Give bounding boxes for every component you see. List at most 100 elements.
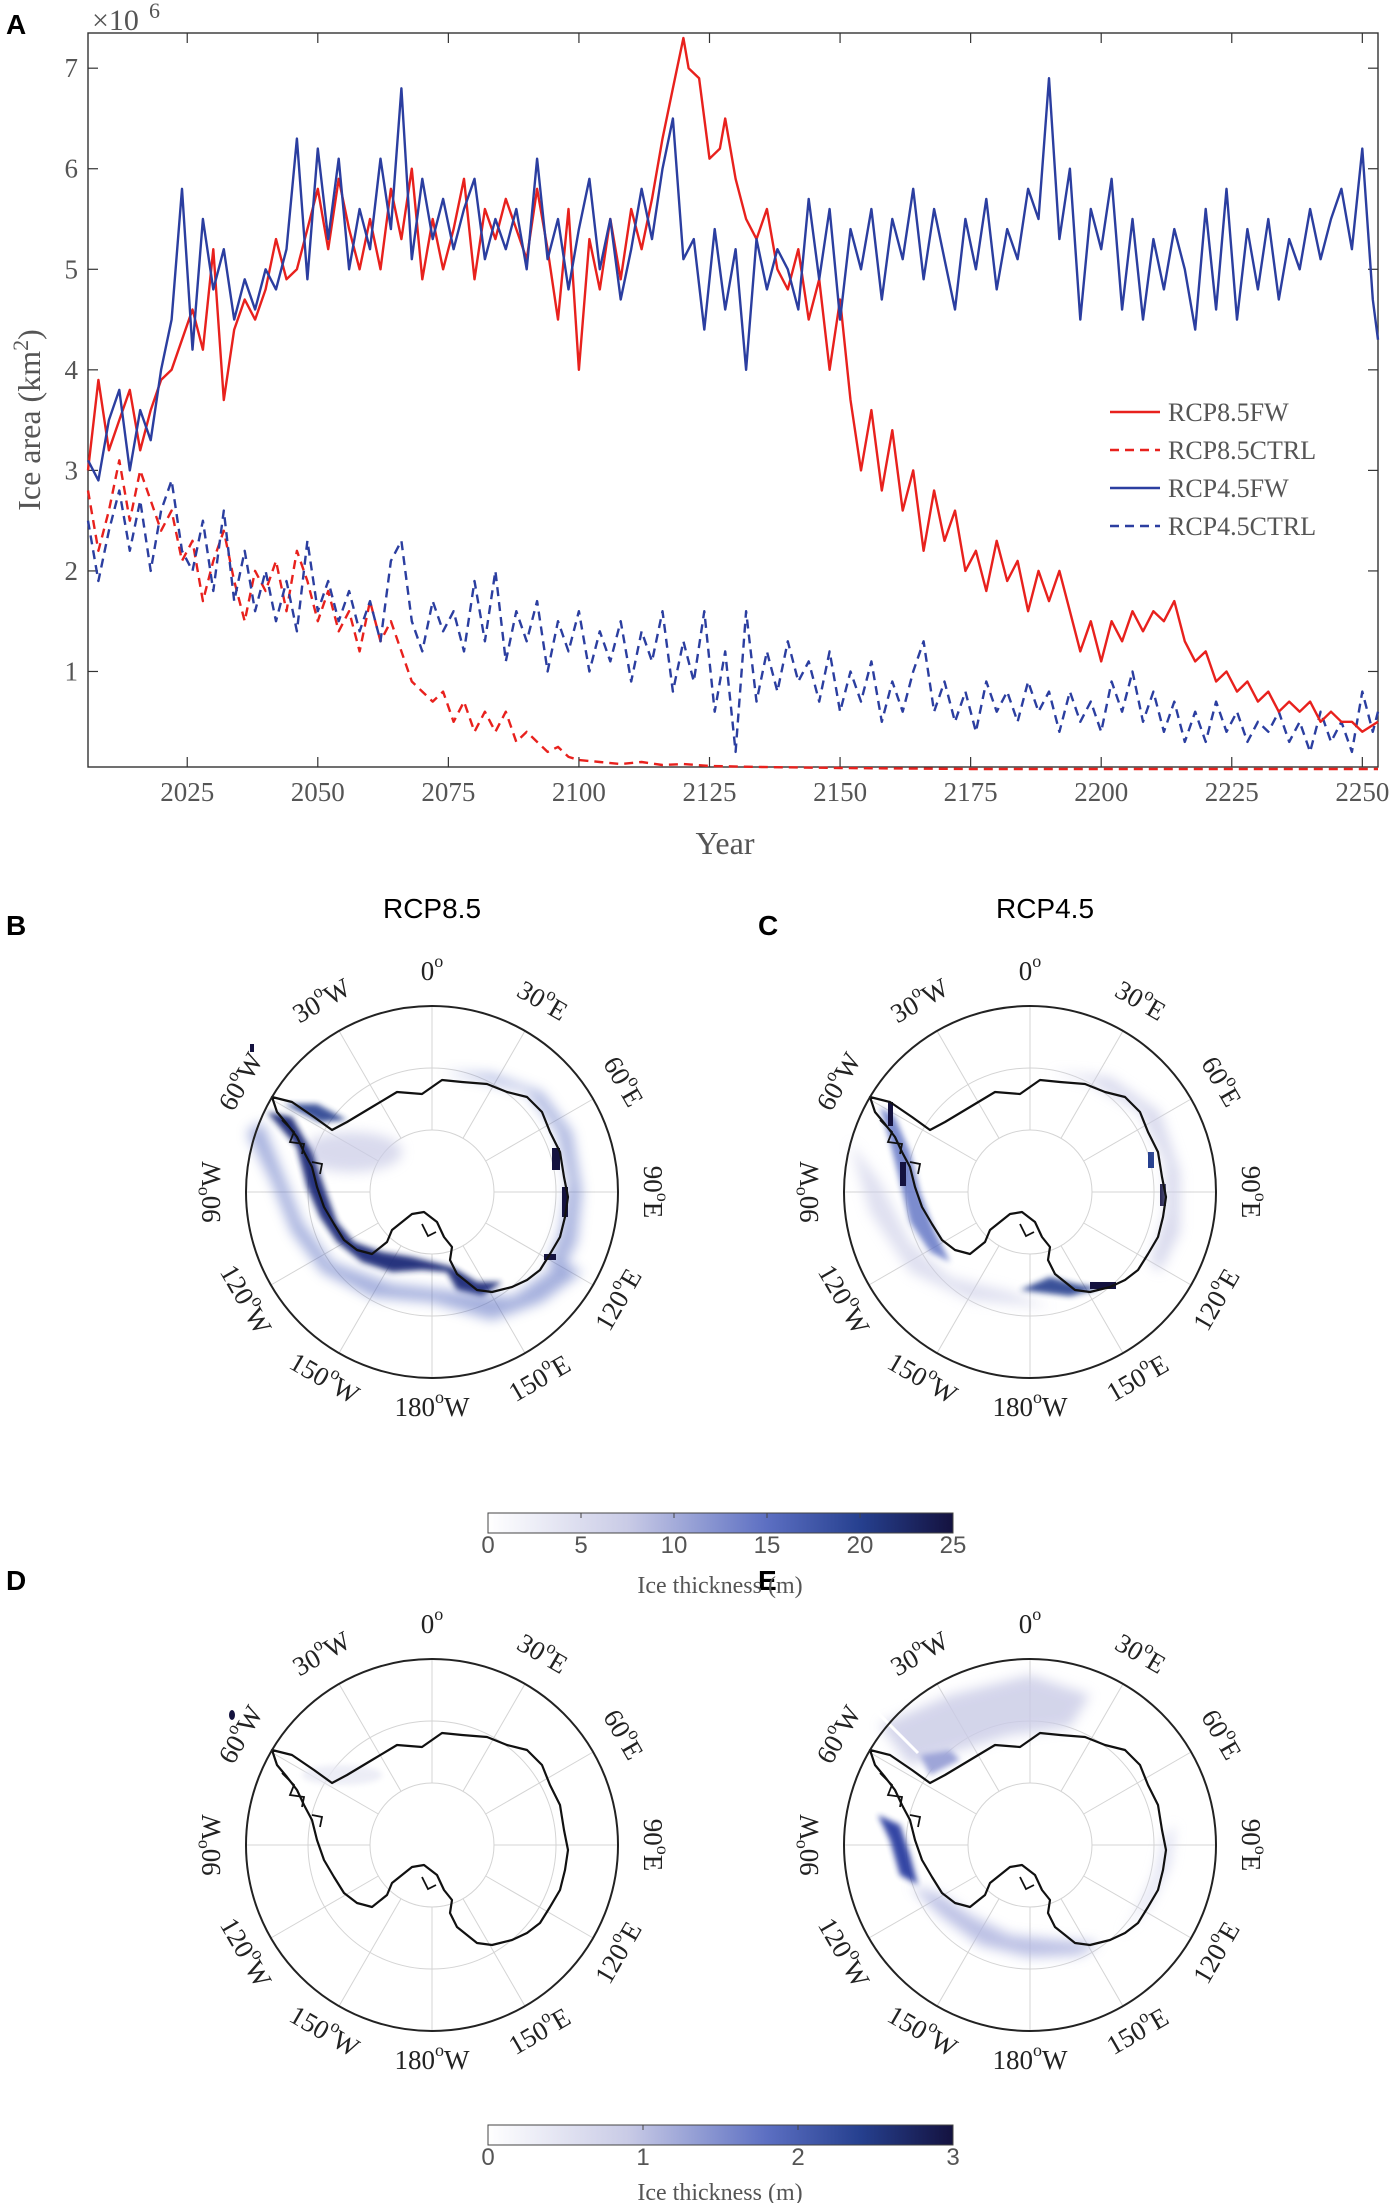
longitude-hemisphere: W [794,1161,824,1187]
longitude-hemisphere: E [615,1083,649,1112]
longitude-number: 120 [589,1939,635,1989]
meridian-line [1060,1030,1124,1139]
longitude-number: 90 [196,1849,226,1876]
meridian-line [485,1751,594,1815]
panel-d: D 0o30oE60oE90oE120oE150oE180oW150oW120o… [6,1565,673,2075]
longitude-number: 90 [638,1166,668,1193]
legend-label: RCP8.5FW [1168,398,1289,427]
column-title-rcp85: RCP8.5 [383,893,481,924]
meridian-line [1083,1875,1192,1939]
colorbar-tick-label: 20 [847,1532,874,1559]
panel-letter-a: A [6,9,26,40]
x-tick-label: 2200 [1074,777,1128,807]
longitude-hemisphere: W [794,1814,824,1840]
longitude-number: 30 [512,975,550,1014]
panel-letter-b: B [6,910,26,941]
longitude-label: 60oE [1195,1049,1252,1112]
longitude-number: 180 [993,1392,1034,1422]
meridian-line [1083,1098,1192,1162]
longitude-number: 0 [1019,1609,1033,1639]
longitude-hemisphere: W [444,1392,470,1422]
longitude-number: 120 [1187,1939,1233,1989]
longitude-number: 150 [882,1347,932,1393]
longitude-hemisphere: W [837,1956,876,1994]
thickness-field-c [829,1016,1180,1307]
meridian-line [462,1683,526,1792]
longitude-number: 30 [1110,1628,1148,1667]
longitude-hemisphere: E [1144,2002,1173,2036]
longitude-label: 0o [1019,1604,1042,1639]
longitude-label: 60oW [208,1697,269,1768]
panel-c: C 0o30oE60oE90oE120oE150oE180oW150oW120o… [758,910,1271,1422]
longitude-label: 30oW [285,968,356,1029]
longitude-label: 30oE [512,1623,575,1680]
y-axis-label-base: Ice area (km [11,351,47,511]
degree-symbol: o [1251,1846,1271,1855]
colorbar-tick-label: 3 [946,2144,959,2171]
map-e: 0o30oE60oE90oE120oE150oE180oW150oW120oW9… [789,1604,1271,2075]
longitude-label: 120oW [812,1910,880,1993]
longitude-number: 90 [196,1196,226,1223]
longitude-label: 90oW [191,1161,226,1223]
longitude-hemisphere: W [239,1956,278,1994]
colorbar-tick-label: 1 [636,2144,649,2171]
degree-symbol: o [191,1187,211,1196]
longitude-hemisphere: E [638,1855,668,1872]
map-b: 0o30oE60oE90oE120oE150oE180oW150oW120oW9… [191,951,673,1422]
panel-a: A 2025 2050 2075 2100 2125 2150 2175 2200 2225 22… [6,0,1389,861]
degree-symbol: o [789,1840,809,1849]
meridian-line [1060,1245,1124,1354]
longitude-label: 90oE [1236,1166,1271,1219]
colorbar-tick-label: 15 [754,1532,781,1559]
longitude-label: 30oW [285,1621,356,1682]
longitude-number: 180 [395,1392,436,1422]
longitude-label: 30oW [883,968,954,1029]
colorbar-tick-label: 10 [661,1532,688,1559]
x-tick-label: 2250 [1335,777,1389,807]
degree-symbol: o [1251,1193,1271,1202]
longitude-hemisphere: W [1042,2045,1068,2075]
thickness-field-d [229,1710,382,1785]
degree-symbol: o [653,1846,673,1855]
meridian-line [936,1030,1000,1139]
map-c: 0o30oE60oE90oE120oE150oE180oW150oW120oW9… [789,951,1271,1422]
longitude-label: 150oW [882,1995,965,2063]
longitude-label: 120oW [214,1257,282,1340]
legend-label: RCP4.5FW [1168,474,1289,503]
degree-symbol: o [435,1387,444,1407]
y-multiplier: ×10 6 [92,0,160,37]
longitude-label: 150oW [882,1342,965,1410]
longitude-number: 0 [421,956,435,986]
y-tick-label: 2 [65,556,79,586]
longitude-number: 30 [1110,975,1148,1014]
x-tick-label: 2050 [291,777,345,807]
colorbar-bottom-label: Ice thickness (m) [637,2180,802,2203]
longitude-label: 120oW [214,1910,282,1993]
longitude-hemisphere: E [615,1736,649,1765]
longitude-number: 60 [212,1077,251,1115]
meridian-line [485,1098,594,1162]
y-tick-label: 5 [65,254,79,284]
meridian-line [1083,1751,1192,1815]
longitude-number: 90 [794,1196,824,1223]
x-tick-label: 2125 [682,777,736,807]
longitude-number: 0 [421,1609,435,1639]
longitude-number: 180 [395,2045,436,2075]
longitude-label: 90oW [191,1814,226,1876]
longitude-label: 60oE [597,1702,654,1765]
colorbar-tick-label: 25 [940,1532,967,1559]
longitude-number: 90 [638,1819,668,1846]
longitude-label: 60oW [806,1044,867,1115]
longitude-label: 60oW [806,1697,867,1768]
longitude-label: 180oW [395,1387,471,1422]
y-multiplier-exponent: 6 [149,0,160,23]
colorbar-tick-label: 0 [481,2144,494,2171]
legend-label: RCP4.5CTRL [1168,512,1316,541]
panel-a-plot-area: 2025 2050 2075 2100 2125 2150 2175 2200 2225 2250… [65,32,1389,807]
longitude-label: 30oE [1110,970,1173,1027]
longitude-number: 0 [1019,956,1033,986]
longitude-number: 90 [1236,1166,1266,1193]
colorbar-bottom-gradient [487,2124,954,2146]
longitude-number: 120 [589,1286,635,1336]
